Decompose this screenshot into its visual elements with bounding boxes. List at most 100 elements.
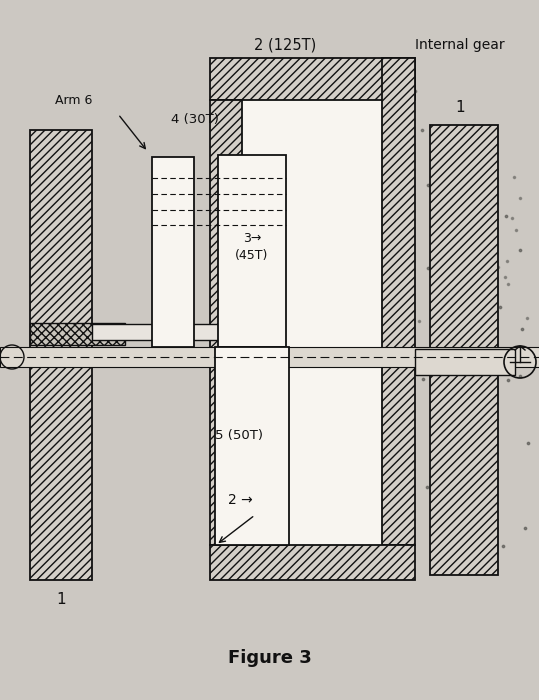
Point (347, 69, 355, 80)
Point (456, 347, 465, 358)
Text: 1: 1 (56, 592, 66, 608)
Point (512, 225, 520, 236)
Bar (218, 155, 286, 347)
Point (501, 211, 510, 222)
Point (309, 106, 318, 117)
Text: 4 (30T): 4 (30T) (171, 113, 219, 127)
Point (399, 59, 407, 70)
Point (424, 179, 433, 190)
Point (503, 279, 512, 290)
Point (509, 171, 518, 182)
Bar (210, 100, 242, 545)
Point (445, 394, 454, 405)
Text: Internal gear: Internal gear (415, 38, 505, 52)
Point (523, 312, 531, 323)
Point (501, 271, 509, 282)
Point (333, 77, 341, 88)
Point (457, 130, 465, 141)
Point (395, 134, 404, 145)
Point (469, 120, 478, 132)
Point (411, 86, 419, 97)
Point (520, 522, 529, 533)
Point (489, 422, 498, 433)
Point (508, 212, 516, 223)
Point (437, 220, 445, 231)
Point (313, 76, 322, 88)
Point (414, 316, 423, 327)
Bar (210, 545, 415, 580)
Point (441, 238, 450, 249)
Point (471, 354, 479, 365)
Text: Arm 6: Arm 6 (55, 94, 92, 106)
Point (328, 124, 337, 135)
Bar (430, 125, 498, 575)
Text: 2 (125T): 2 (125T) (254, 38, 316, 52)
Point (495, 301, 504, 312)
Point (353, 122, 362, 134)
Point (472, 323, 481, 334)
Point (442, 296, 451, 307)
Bar (92, 324, 237, 340)
Point (523, 438, 532, 449)
Point (468, 174, 477, 186)
Point (337, 69, 345, 80)
Bar (30, 130, 92, 580)
Point (356, 129, 365, 140)
Bar (415, 349, 515, 375)
Point (391, 82, 399, 93)
Point (498, 540, 507, 551)
Point (351, 74, 360, 85)
Point (382, 68, 390, 79)
Point (467, 292, 476, 303)
Point (471, 402, 479, 413)
Bar (30, 323, 125, 345)
Point (430, 320, 439, 331)
Point (396, 91, 404, 102)
Point (493, 261, 502, 272)
Point (439, 368, 448, 379)
Point (458, 148, 466, 159)
Point (423, 482, 432, 493)
Point (353, 130, 362, 141)
Point (464, 420, 473, 431)
Point (518, 324, 527, 335)
Point (404, 97, 413, 108)
Text: 2 →: 2 → (228, 493, 253, 507)
Point (461, 299, 470, 310)
Point (331, 86, 340, 97)
Point (487, 136, 496, 147)
Point (447, 223, 456, 235)
Point (515, 192, 524, 203)
Point (398, 101, 407, 112)
Bar (382, 58, 415, 545)
Point (482, 564, 490, 575)
Point (473, 251, 482, 262)
Text: 3→: 3→ (243, 232, 261, 244)
Bar (152, 157, 194, 347)
Point (502, 256, 511, 267)
Point (490, 234, 499, 245)
Point (430, 146, 439, 157)
Point (516, 244, 524, 256)
Point (418, 374, 427, 385)
Point (409, 82, 418, 93)
Point (335, 100, 343, 111)
Text: Figure 3: Figure 3 (228, 649, 312, 667)
Bar (210, 58, 415, 100)
Point (430, 125, 439, 136)
Point (477, 293, 486, 304)
Point (418, 124, 426, 135)
Point (433, 244, 442, 255)
Point (476, 323, 485, 335)
Point (516, 370, 524, 382)
Point (361, 97, 370, 108)
Point (475, 356, 483, 368)
Point (438, 456, 447, 468)
Text: 5 (50T): 5 (50T) (215, 428, 263, 442)
Bar (0, 347, 539, 367)
Point (465, 272, 474, 284)
Text: 1: 1 (455, 101, 465, 116)
Text: (45T): (45T) (236, 248, 268, 262)
Bar (242, 100, 382, 545)
Point (296, 116, 305, 127)
